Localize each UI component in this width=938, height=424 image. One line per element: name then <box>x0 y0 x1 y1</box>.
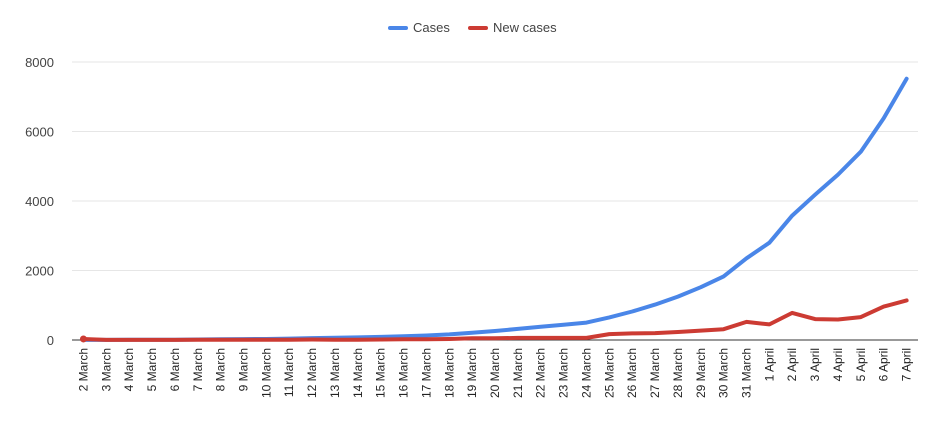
y-tick-label: 6000 <box>25 125 54 140</box>
x-tick-label: 3 March <box>99 348 113 391</box>
x-axis-ticks: 2 March 3 March 4 March 5 March 6 March 7 Mar… <box>76 348 913 398</box>
y-tick-label: 0 <box>47 333 54 348</box>
x-tick-label: 8 March <box>214 348 228 391</box>
x-tick-label: 23 March <box>557 348 571 398</box>
series-line-cases <box>81 76 909 342</box>
y-tick-label: 8000 <box>25 55 54 70</box>
x-tick-label: 31 March <box>740 348 754 398</box>
x-tick-label: 6 March <box>168 348 182 391</box>
x-tick-label: 26 March <box>625 348 639 398</box>
legend-item-new-cases[interactable]: New cases <box>468 20 557 35</box>
x-tick-label: 24 March <box>579 348 593 398</box>
legend-item-cases[interactable]: Cases <box>388 20 450 35</box>
x-tick-label: 28 March <box>671 348 685 398</box>
x-tick-label: 2 March <box>76 348 90 391</box>
x-tick-label: 15 March <box>374 348 388 398</box>
x-tick-label: 22 March <box>534 348 548 398</box>
legend-label-cases: Cases <box>413 20 450 35</box>
x-tick-label: 1 April <box>762 348 776 381</box>
x-tick-label: 10 March <box>259 348 273 398</box>
x-tick-label: 6 April <box>877 348 891 381</box>
x-tick-label: 11 March <box>282 348 296 397</box>
x-tick-label: 13 March <box>328 348 342 398</box>
legend: Cases New cases <box>388 20 557 35</box>
x-tick-label: 3 April <box>808 348 822 381</box>
x-tick-label: 21 March <box>511 348 525 398</box>
legend-label-new-cases: New cases <box>493 20 557 35</box>
x-tick-label: 30 March <box>717 348 731 398</box>
x-tick-label: 29 March <box>694 348 708 398</box>
x-tick-label: 14 March <box>351 348 365 398</box>
x-tick-label: 17 March <box>419 348 433 398</box>
y-axis-ticks: 0 2000 4000 6000 8000 <box>25 55 54 348</box>
x-tick-label: 12 March <box>305 348 319 398</box>
x-tick-label: 19 March <box>465 348 479 398</box>
x-tick-label: 18 March <box>442 348 456 398</box>
x-tick-label: 20 March <box>488 348 502 398</box>
series-lines <box>79 76 909 343</box>
x-tick-label: 25 March <box>602 348 616 398</box>
x-tick-label: 5 March <box>145 348 159 391</box>
data-point-new-cases <box>79 335 87 343</box>
x-tick-label: 2 April <box>785 348 799 381</box>
gridlines <box>72 61 918 341</box>
x-tick-label: 27 March <box>648 348 662 398</box>
x-tick-label: 4 March <box>122 348 136 391</box>
y-tick-label: 4000 <box>25 194 54 209</box>
x-tick-label: 4 April <box>831 348 845 381</box>
y-tick-label: 2000 <box>25 264 54 279</box>
x-tick-label: 5 April <box>854 348 868 381</box>
series-line-new-cases <box>81 298 909 342</box>
x-tick-label: 7 March <box>191 348 205 391</box>
x-tick-label: 7 April <box>900 348 914 381</box>
x-tick-label: 9 March <box>236 348 250 391</box>
x-tick-label: 16 March <box>397 348 411 398</box>
